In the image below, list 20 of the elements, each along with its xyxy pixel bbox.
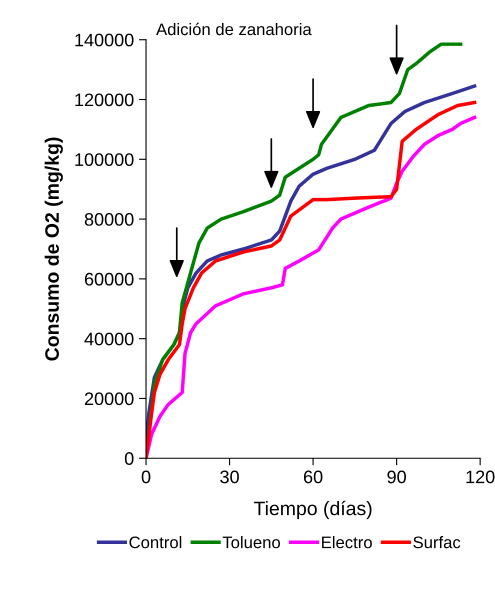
legend-label: Tolueno bbox=[222, 536, 280, 548]
y-axis-title: Consumo de O2 (mg/kg) bbox=[44, 138, 63, 361]
x-tick-label: 90 bbox=[387, 470, 406, 484]
y-tick-label: 140000 bbox=[75, 34, 134, 46]
legend-label: Control bbox=[129, 536, 182, 548]
x-tick-label: 30 bbox=[220, 470, 239, 484]
y-tick-label: 0 bbox=[124, 452, 134, 465]
y-tick-label: 40000 bbox=[84, 332, 134, 346]
x-tick-label: 60 bbox=[304, 470, 322, 484]
y-tick-label: 60000 bbox=[84, 272, 134, 286]
y-tick-label: 20000 bbox=[84, 392, 134, 406]
x-axis-title: Tiempo (días) bbox=[254, 500, 372, 520]
legend-label: Surfac bbox=[413, 536, 460, 548]
y-tick-label: 100000 bbox=[75, 153, 134, 166]
y-tick-label: 80000 bbox=[84, 213, 134, 226]
x-tick-label: 120 bbox=[466, 470, 495, 484]
text: Adición de zanahoria bbox=[156, 22, 312, 36]
y-tick-label: 120000 bbox=[75, 93, 134, 106]
legend-label: Electro bbox=[322, 536, 372, 548]
x-tick-label: 0 bbox=[142, 470, 150, 484]
